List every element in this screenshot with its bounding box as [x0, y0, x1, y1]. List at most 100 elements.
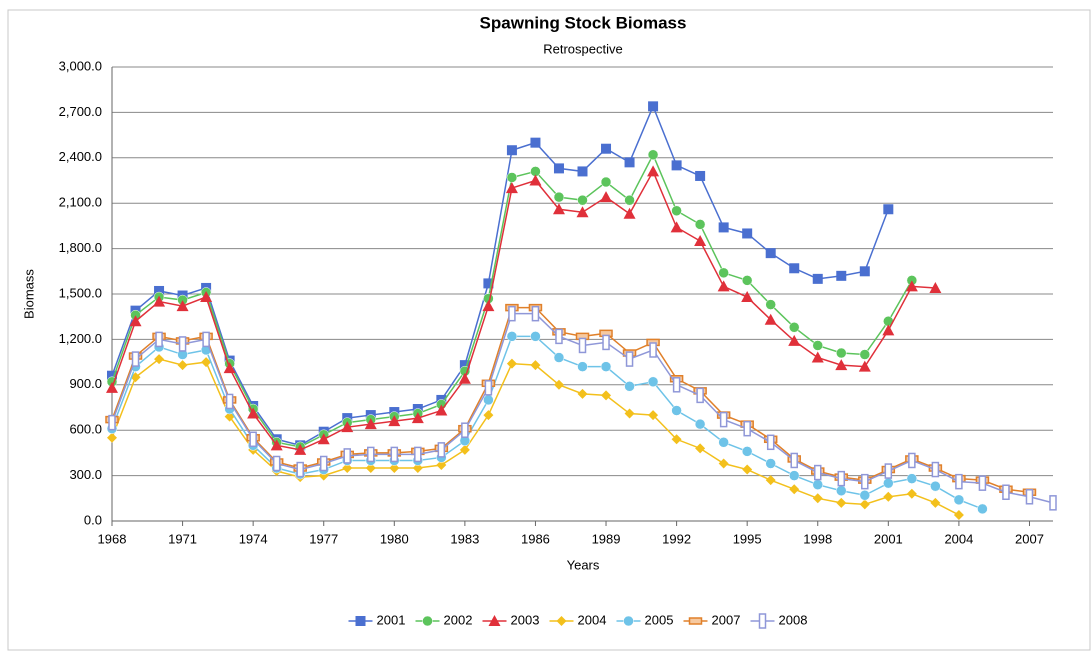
marker [884, 463, 893, 479]
marker [414, 446, 422, 463]
marker [411, 412, 424, 424]
y-tick-label: 2,400.0 [59, 149, 102, 164]
marker [202, 331, 210, 348]
marker [108, 414, 116, 431]
marker [506, 358, 517, 369]
marker [648, 410, 659, 421]
marker [883, 491, 894, 502]
marker [672, 377, 681, 393]
marker [788, 334, 801, 346]
marker [742, 464, 753, 475]
marker [694, 235, 707, 247]
marker [765, 299, 776, 310]
marker [577, 194, 588, 206]
marker [671, 205, 682, 217]
marker [623, 207, 636, 219]
marker [600, 176, 612, 188]
marker [106, 381, 118, 393]
marker [625, 351, 634, 367]
marker [836, 347, 847, 359]
marker [317, 433, 330, 445]
marker [107, 370, 117, 381]
marker [483, 394, 494, 406]
marker [624, 157, 635, 168]
marker [342, 463, 353, 474]
marker [788, 322, 800, 333]
marker [883, 477, 894, 489]
marker [154, 285, 165, 296]
marker [296, 461, 304, 478]
y-tick-label: 600.0 [69, 422, 102, 437]
marker [530, 360, 541, 371]
marker [624, 381, 635, 392]
marker [718, 437, 729, 448]
marker [1049, 495, 1057, 511]
marker [578, 337, 587, 354]
marker [129, 315, 142, 327]
marker [341, 421, 354, 433]
marker [741, 275, 753, 286]
marker [223, 362, 236, 374]
marker [647, 376, 659, 388]
marker [461, 422, 469, 438]
marker [201, 357, 212, 368]
marker [648, 101, 659, 112]
marker [955, 473, 963, 490]
marker [931, 461, 940, 478]
marker [154, 354, 165, 365]
marker [319, 455, 328, 472]
marker [577, 388, 588, 399]
marker [435, 404, 448, 416]
x-tick-label: 2007 [1015, 531, 1044, 546]
marker [459, 360, 470, 371]
x-tick-label: 1971 [168, 531, 197, 546]
marker [742, 228, 753, 239]
legend-label: 2007 [712, 612, 741, 627]
marker [788, 470, 800, 481]
marker [743, 420, 751, 437]
marker [1025, 489, 1034, 505]
marker [552, 203, 565, 215]
series-line [111, 104, 890, 447]
marker [859, 266, 870, 277]
marker [671, 160, 682, 171]
marker [508, 305, 516, 322]
y-tick-label: 300.0 [69, 467, 102, 482]
marker [741, 446, 753, 457]
marker [576, 206, 589, 218]
marker [835, 359, 848, 371]
x-axis-title: Years [567, 557, 600, 572]
marker [953, 494, 965, 506]
marker [505, 182, 518, 194]
marker [812, 493, 823, 504]
y-tick-label: 1,800.0 [59, 240, 102, 255]
marker [812, 479, 823, 490]
marker [908, 452, 916, 469]
legend-label: 2002 [444, 612, 473, 627]
marker [688, 617, 703, 625]
marker [577, 166, 588, 177]
marker [765, 475, 776, 486]
marker [553, 163, 564, 174]
marker [422, 615, 433, 627]
marker [556, 616, 567, 626]
marker [506, 331, 518, 342]
y-tick-label: 2,700.0 [59, 104, 102, 119]
y-tick-label: 2,100.0 [59, 195, 102, 210]
marker [883, 204, 894, 215]
legend-label: 2004 [578, 612, 607, 627]
marker [488, 615, 501, 626]
marker [624, 408, 635, 419]
marker [859, 490, 871, 501]
marker [859, 499, 870, 510]
marker [506, 145, 517, 156]
x-tick-label: 1998 [803, 531, 832, 546]
marker [355, 616, 366, 626]
legend-label: 2005 [645, 612, 674, 627]
marker [789, 263, 800, 274]
marker [270, 439, 283, 451]
marker [812, 273, 823, 284]
marker [343, 448, 351, 464]
marker [437, 442, 446, 458]
